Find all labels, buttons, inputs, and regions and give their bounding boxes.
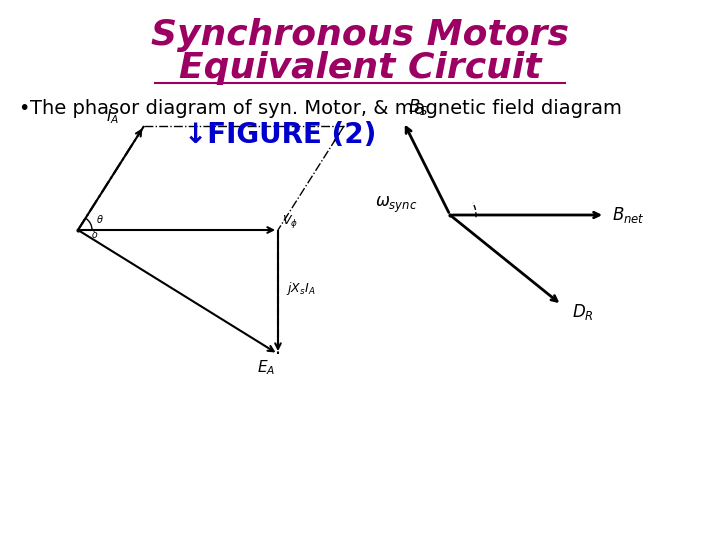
Text: $\theta$: $\theta$ (96, 213, 104, 225)
Text: ↓FIGURE (2): ↓FIGURE (2) (184, 121, 376, 149)
Text: The phasor diagram of syn. Motor, & magnetic field diagram: The phasor diagram of syn. Motor, & magn… (30, 98, 622, 118)
Text: $I_A$: $I_A$ (106, 107, 119, 126)
Text: $V_\phi$: $V_\phi$ (282, 213, 298, 230)
Text: $E_A$: $E_A$ (257, 358, 275, 377)
Text: $jX_s I_A$: $jX_s I_A$ (286, 280, 315, 297)
Text: $\omega_{sync}$: $\omega_{sync}$ (375, 195, 418, 215)
Text: $\delta$: $\delta$ (91, 228, 99, 240)
Text: Equivalent Circuit: Equivalent Circuit (179, 51, 541, 85)
Text: •: • (18, 98, 30, 118)
Text: $D_R$: $D_R$ (572, 302, 593, 322)
Text: Synchronous Motors: Synchronous Motors (151, 18, 569, 52)
Text: $B_S$: $B_S$ (408, 97, 429, 117)
Text: $B_{net}$: $B_{net}$ (612, 205, 645, 225)
